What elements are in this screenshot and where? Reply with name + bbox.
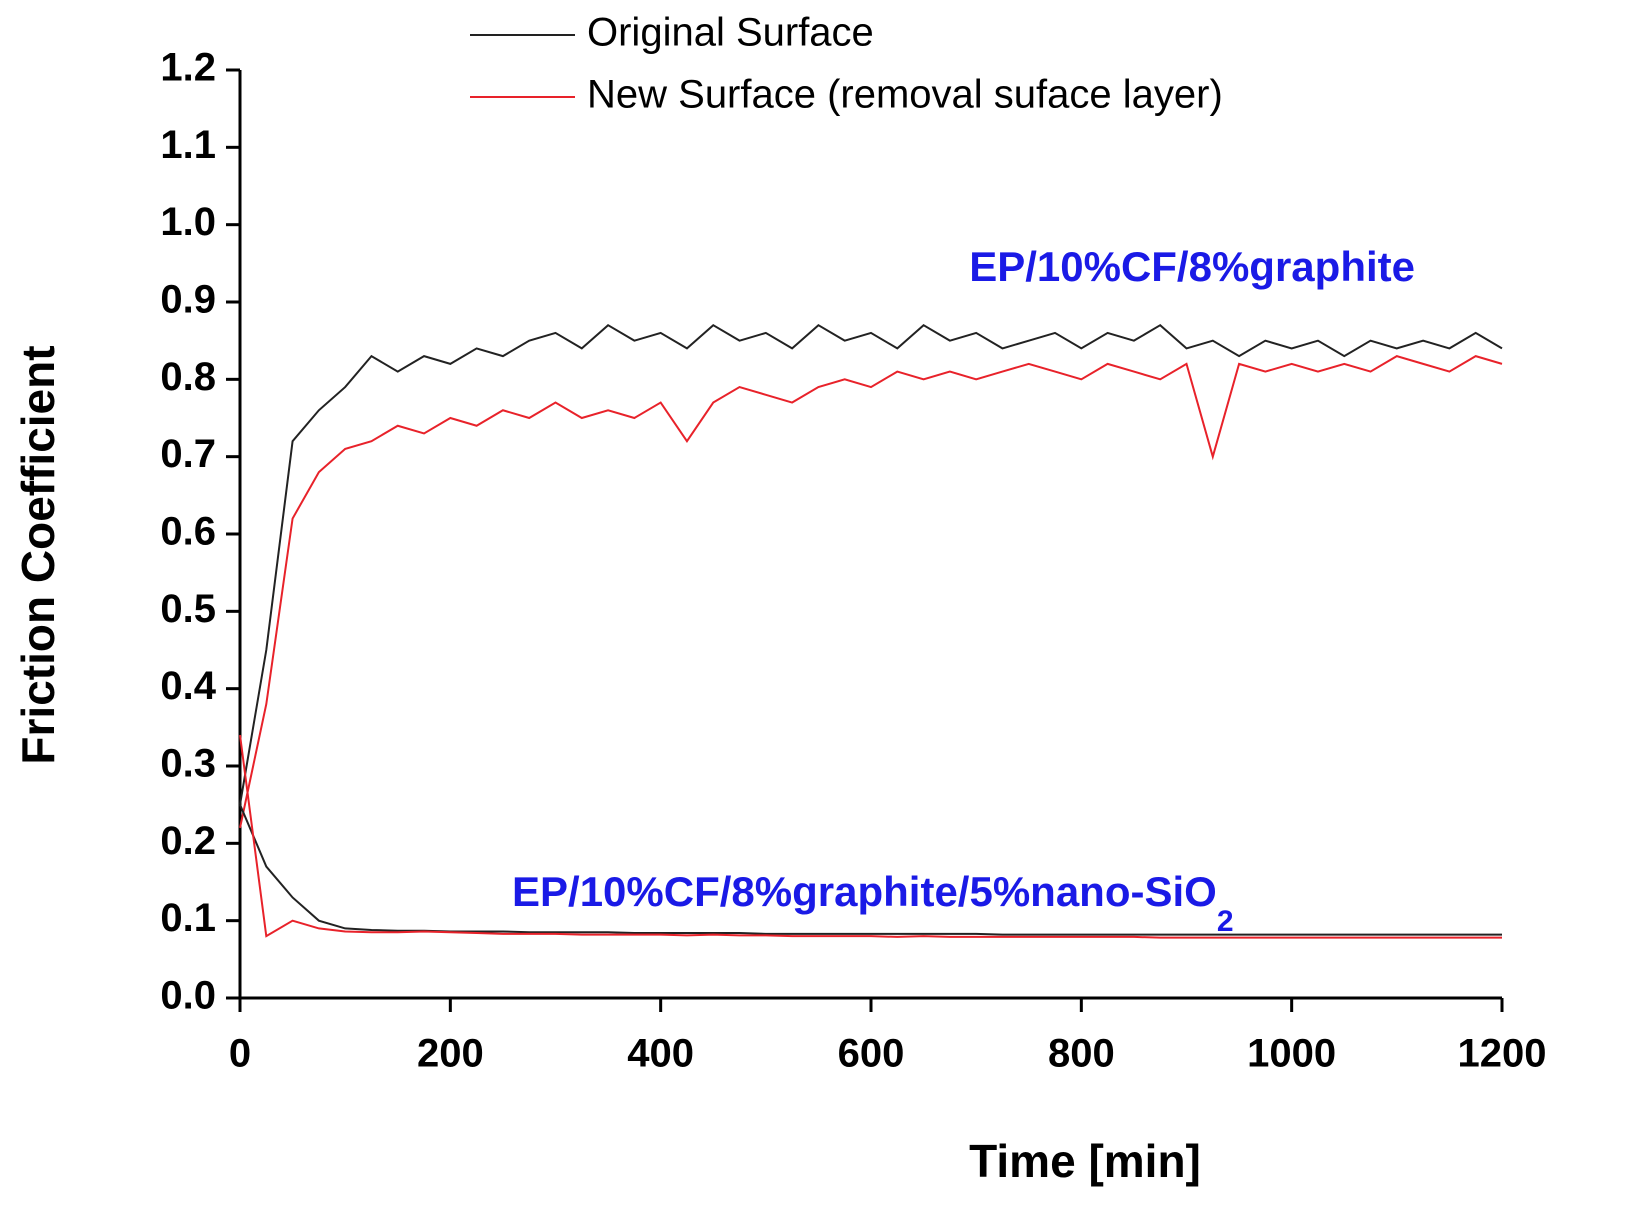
annotation: EP/10%CF/8%graphite	[969, 243, 1415, 290]
x-tick-label: 200	[417, 1032, 484, 1076]
x-tick-label: 1000	[1247, 1032, 1336, 1076]
series-line	[239, 734, 1502, 939]
series-line	[239, 323, 1503, 805]
y-tick-label: 0.1	[160, 896, 216, 940]
annotation-text: EP/10%CF/8%graphite/5%nano-SiO	[512, 868, 1217, 915]
y-tick-label: 1.0	[160, 200, 216, 244]
y-tick-label: 0.8	[160, 355, 216, 399]
x-tick-label: 400	[627, 1032, 694, 1076]
legend-label: New Surface (removal suface layer)	[587, 73, 1223, 117]
y-tick-label: 1.2	[160, 46, 216, 90]
y-tick-label: 1.1	[160, 123, 216, 167]
y-axis-title: Friction Coefficient	[12, 345, 64, 764]
y-tick-label: 0.0	[160, 974, 216, 1018]
annotation: EP/10%CF/8%graphite/5%nano-SiO2	[512, 868, 1234, 938]
y-tick-label: 0.6	[160, 510, 216, 554]
y-tick-label: 0.7	[160, 432, 216, 476]
y-tick-label: 0.2	[160, 819, 216, 863]
y-tick-label: 0.5	[160, 587, 216, 631]
legend-label: Original Surface	[587, 11, 874, 55]
series-line	[239, 355, 1503, 829]
annotation-subscript: 2	[1217, 905, 1234, 938]
x-tick-label: 600	[838, 1032, 905, 1076]
y-tick-label: 0.3	[160, 742, 216, 786]
x-tick-label: 800	[1048, 1032, 1115, 1076]
y-tick-label: 0.4	[160, 664, 216, 708]
x-tick-label: 1200	[1458, 1032, 1547, 1076]
x-axis-title: Time [min]	[969, 1135, 1201, 1187]
x-tick-label: 0	[229, 1032, 251, 1076]
y-tick-label: 0.9	[160, 278, 216, 322]
